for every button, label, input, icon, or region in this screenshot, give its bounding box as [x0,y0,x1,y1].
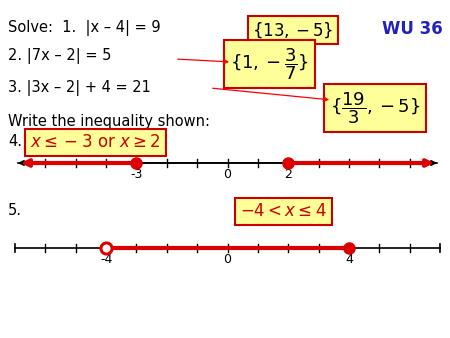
Text: $\{\dfrac{19}{3}, -5\}$: $\{\dfrac{19}{3}, -5\}$ [330,90,420,126]
Text: 0: 0 [224,253,231,266]
Text: Write the inequality shown:: Write the inequality shown: [8,114,210,129]
Text: 4: 4 [345,253,353,266]
Text: -4: -4 [100,253,112,266]
Text: -3: -3 [130,168,143,181]
Text: 0: 0 [224,168,231,181]
Text: 3. |3x – 2| + 4 = 21: 3. |3x – 2| + 4 = 21 [8,80,151,96]
Text: WU 36: WU 36 [382,20,443,38]
Text: 4.: 4. [8,134,22,149]
Text: $x \leq -3\ \mathrm{or}\ x \geq 2$: $x \leq -3\ \mathrm{or}\ x \geq 2$ [30,134,161,151]
Text: 2. |7x – 2| = 5: 2. |7x – 2| = 5 [8,48,112,64]
Text: $\{1, -\dfrac{3}{7}\}$: $\{1, -\dfrac{3}{7}\}$ [230,46,309,82]
Text: 2: 2 [284,168,292,181]
Text: 5.: 5. [8,203,22,218]
Text: $-4 < x \leq 4$: $-4 < x \leq 4$ [240,203,327,220]
Text: Solve:  1.  |x – 4| = 9: Solve: 1. |x – 4| = 9 [8,20,161,36]
Text: $\{13, -5\}$: $\{13, -5\}$ [252,20,333,40]
